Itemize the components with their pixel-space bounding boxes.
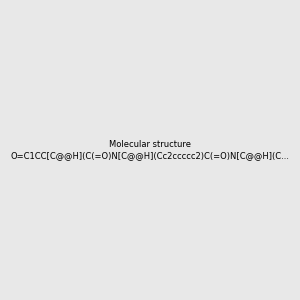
Text: Molecular structure
O=C1CC[C@@H](C(=O)N[C@@H](Cc2ccccc2)C(=O)N[C@@H](C...: Molecular structure O=C1CC[C@@H](C(=O)N[…	[11, 140, 290, 160]
